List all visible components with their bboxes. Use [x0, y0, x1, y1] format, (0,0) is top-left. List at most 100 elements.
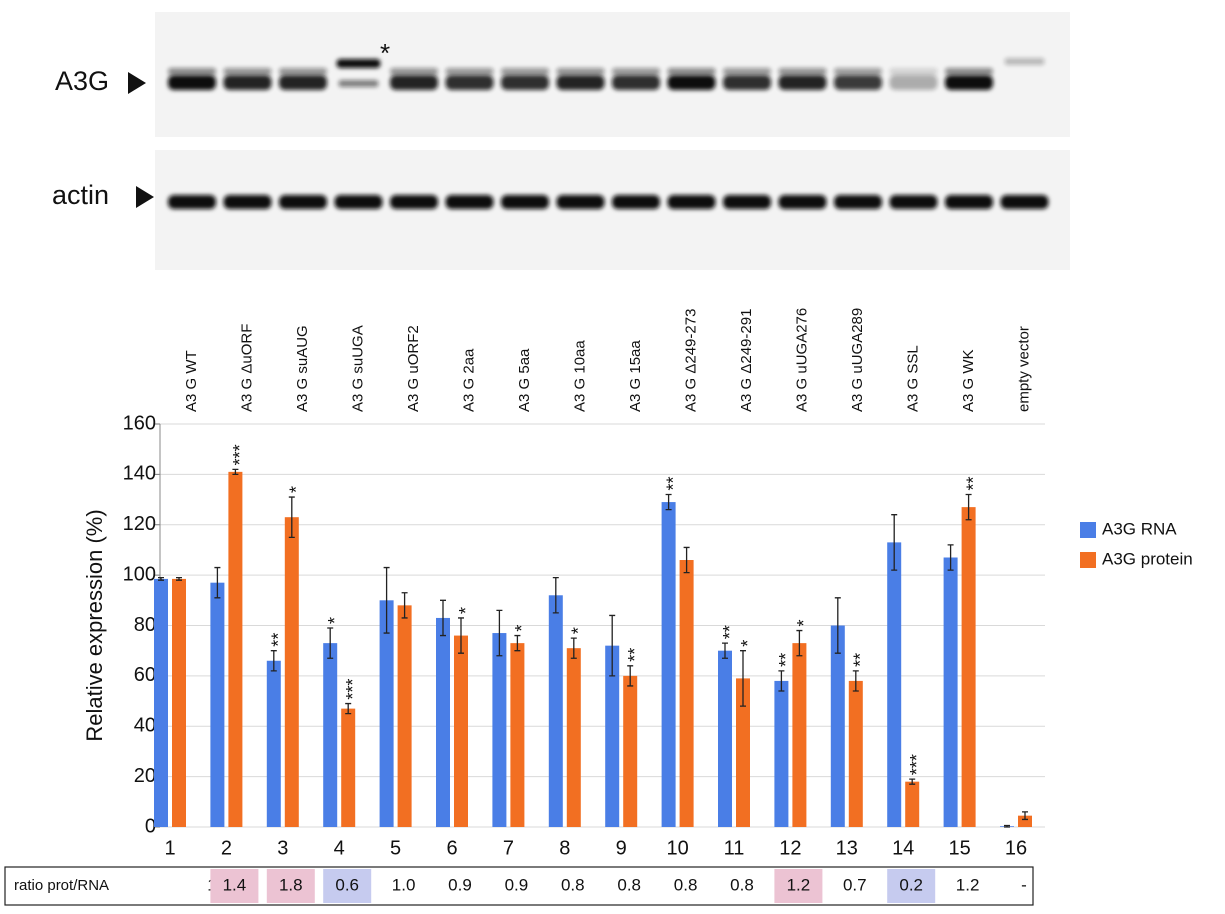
bar — [228, 471, 243, 827]
error-bar — [288, 496, 295, 538]
bar — [492, 633, 507, 827]
bar — [266, 660, 281, 827]
ratio-value: 0.6 — [335, 875, 359, 894]
construct-label: A3 G 15aa — [627, 340, 644, 412]
blot-band — [1004, 58, 1045, 65]
error-bar — [440, 599, 446, 637]
x-tick-label: 5 — [390, 837, 401, 859]
ratio-value: 0.8 — [674, 875, 698, 894]
error-bar — [1004, 824, 1010, 828]
ratio-highlight — [774, 869, 823, 903]
error-bar — [496, 609, 503, 657]
blot-band — [1000, 195, 1049, 209]
blot-band — [279, 75, 327, 90]
blot-band — [889, 75, 938, 90]
error-bar — [1022, 811, 1028, 821]
blot-label: A3G — [55, 66, 109, 96]
error-bar — [383, 566, 390, 634]
blot-band — [889, 195, 938, 209]
blot-band — [723, 195, 771, 209]
legend-swatch — [1080, 522, 1096, 538]
blot-band — [612, 75, 660, 90]
ratio-value: 0.8 — [561, 875, 585, 894]
significance: *** — [230, 444, 250, 465]
bar — [341, 708, 356, 827]
ratio-value: - — [1021, 875, 1027, 894]
blot-band — [945, 75, 993, 90]
construct-label: A3 G suUGA — [349, 325, 366, 412]
construct-label: A3 G uORF2 — [405, 325, 422, 412]
error-bar — [683, 546, 690, 574]
error-bar — [570, 637, 577, 659]
bar — [397, 605, 412, 827]
bar — [887, 542, 902, 827]
construct-label: A3 G uUGA289 — [849, 308, 866, 412]
bar — [548, 595, 563, 827]
y-tick-label: 100 — [123, 563, 156, 585]
blot-band — [723, 75, 771, 90]
y-tick-label: 40 — [134, 715, 156, 737]
error-bar — [176, 576, 182, 581]
x-tick-label: 12 — [779, 837, 801, 859]
bar — [454, 635, 468, 827]
x-tick-label: 16 — [1005, 837, 1027, 859]
significance: *** — [343, 679, 363, 700]
error-bar — [158, 576, 164, 581]
error-bar — [947, 544, 954, 571]
ratio-highlight — [323, 869, 372, 903]
construct-label: A3 G 10aa — [571, 340, 588, 412]
bar — [718, 650, 732, 827]
blot-band — [556, 75, 605, 90]
arrowhead — [136, 186, 154, 208]
blot-band — [501, 75, 549, 90]
construct-label: A3 G WK — [960, 349, 977, 412]
error-bar — [665, 493, 672, 511]
x-tick-label: 2 — [221, 837, 232, 859]
bar — [510, 643, 525, 827]
blot-band — [501, 68, 549, 75]
bar — [172, 578, 186, 827]
x-tick-label: 4 — [334, 837, 345, 859]
blot-band — [667, 195, 716, 209]
error-bar — [401, 592, 408, 619]
error-bar — [552, 576, 559, 614]
blot-band — [279, 195, 327, 209]
bar — [323, 643, 338, 827]
bar — [623, 675, 638, 827]
construct-label: A3 G ΔuORF — [238, 324, 255, 412]
blot-star: * — [380, 38, 390, 68]
significance: * — [512, 625, 532, 632]
significance: ** — [625, 648, 645, 662]
ratio-value: 0.9 — [505, 875, 529, 894]
blot-band — [338, 80, 379, 87]
bar — [379, 600, 394, 827]
x-tick-label: 6 — [446, 837, 457, 859]
x-tick-label: 3 — [277, 837, 288, 859]
blot-band — [168, 68, 216, 75]
construct-label: A3 G uUGA276 — [793, 308, 810, 412]
ratio-value: 0.2 — [899, 875, 923, 894]
blot-band — [336, 59, 381, 68]
x-tick-label: 1 — [164, 837, 175, 859]
significance: *** — [907, 754, 927, 775]
significance: ** — [720, 625, 740, 639]
x-tick-label: 7 — [503, 837, 514, 859]
bar — [830, 625, 845, 827]
significance: * — [569, 627, 589, 634]
blot-band — [945, 195, 993, 209]
construct-label: A3 G SSL — [904, 345, 921, 412]
error-bar — [891, 514, 898, 571]
construct-label: A3 G WT — [183, 350, 200, 412]
blot-band — [612, 195, 660, 209]
bar — [284, 517, 299, 827]
arrowhead — [128, 72, 146, 94]
significance: ** — [776, 653, 796, 667]
blot-band — [223, 195, 272, 209]
blot-band — [445, 75, 494, 90]
bar — [154, 578, 168, 827]
x-tick-label: 10 — [666, 837, 688, 859]
error-bar — [627, 665, 634, 687]
ratio-value: 0.8 — [730, 875, 754, 894]
ratio-label: ratio prot/RNA — [14, 877, 109, 894]
